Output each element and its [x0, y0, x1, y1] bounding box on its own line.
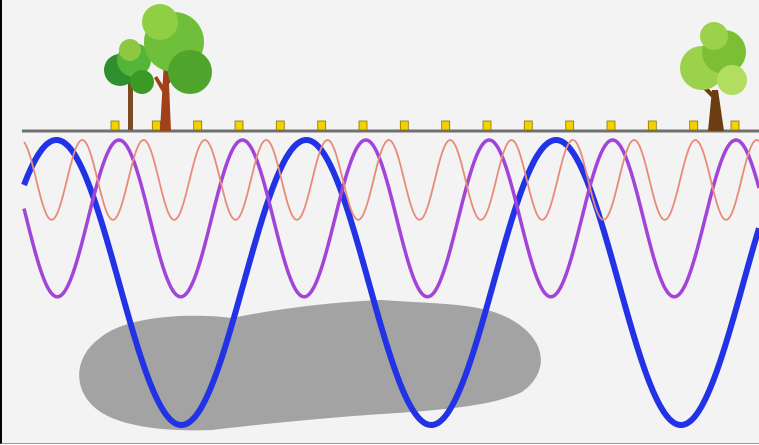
geophone-icon: [234, 120, 244, 131]
geophone-icon: [151, 120, 161, 131]
tree-icon: [104, 39, 154, 130]
wave-line-2: [22, 138, 759, 299]
wave-line-3: [23, 139, 759, 221]
geophone-icon: [565, 120, 575, 131]
geophone-row: [110, 120, 740, 131]
geophone-icon: [523, 120, 533, 131]
geophone-icon: [193, 120, 203, 131]
geophone-icon: [358, 120, 368, 131]
tree-icon: [142, 4, 212, 131]
geophone-icon: [317, 120, 327, 131]
geophone-icon: [275, 120, 285, 131]
geophone-icon: [399, 120, 409, 131]
wave-layer: [21, 137, 759, 428]
wave-line-1: [21, 137, 759, 428]
geophone-icon: [730, 120, 740, 131]
geophone-icon: [647, 120, 657, 131]
geophone-icon: [441, 120, 451, 131]
geophone-icon: [482, 120, 492, 131]
geophone-icon: [689, 120, 699, 131]
geophone-icon: [606, 120, 616, 131]
tree-icon: [680, 22, 747, 131]
subsurface-body: [79, 300, 541, 431]
geophone-icon: [110, 120, 120, 131]
